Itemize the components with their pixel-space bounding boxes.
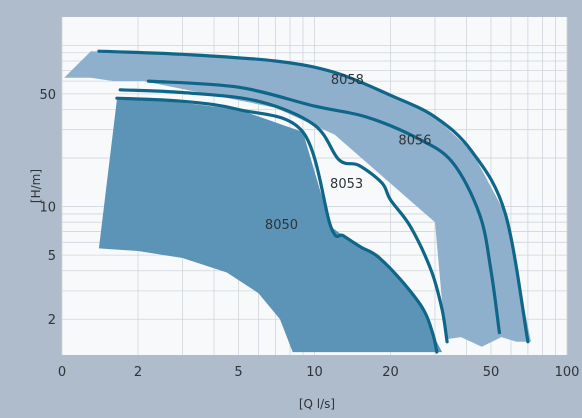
x-tick-label: 20 xyxy=(382,365,399,380)
tick-labels: 0 2 5 10 20 50 100 2 5 10 50 xyxy=(39,88,579,380)
y-tick-label: 2 xyxy=(48,313,56,328)
x-axis-title: [Q l/s] xyxy=(299,397,335,411)
series-label-8050: 8050 xyxy=(265,218,298,233)
x-tick-label: 50 xyxy=(483,365,500,380)
y-tick-label: 5 xyxy=(48,249,56,264)
curve-8050 xyxy=(115,96,439,354)
series-label-8053: 8053 xyxy=(330,177,363,192)
y-tick-label: 50 xyxy=(39,88,56,103)
x-tick-label: 5 xyxy=(234,365,242,380)
x-tick-label: 2 xyxy=(134,365,142,380)
y-tick-label: 10 xyxy=(39,201,56,216)
series-labels: 8058 8056 8053 8050 xyxy=(265,73,432,233)
x-tick-label: 0 xyxy=(58,365,66,380)
chart-series xyxy=(97,49,530,354)
curve-8058 xyxy=(97,49,530,344)
series-label-8058: 8058 xyxy=(331,73,364,88)
chart-regions xyxy=(64,51,531,353)
region-8050 xyxy=(98,99,443,353)
curve-8053 xyxy=(118,88,449,344)
region-8058 xyxy=(64,51,531,347)
y-axis-title: [H/m] xyxy=(29,169,43,203)
series-label-8056: 8056 xyxy=(398,134,431,149)
x-tick-label: 100 xyxy=(555,365,580,380)
x-tick-label: 10 xyxy=(306,365,323,380)
curve-8056 xyxy=(146,79,501,335)
